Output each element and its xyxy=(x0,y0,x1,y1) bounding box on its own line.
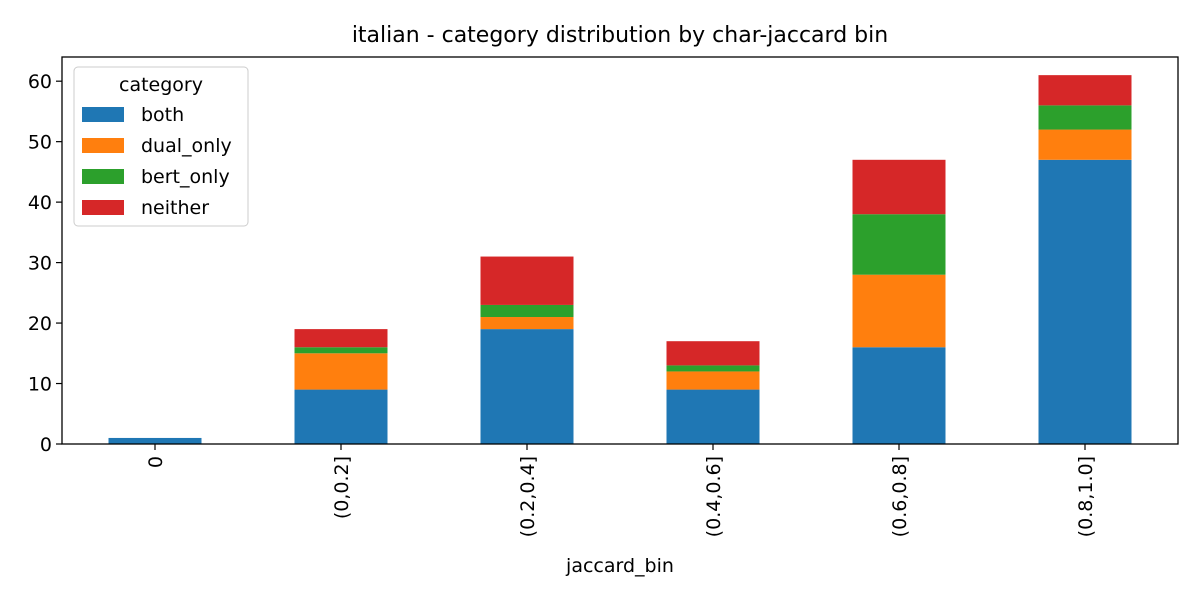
bar-segment xyxy=(108,437,202,444)
chart-title: italian - category distribution by char-… xyxy=(352,23,888,48)
x-tick-label: (0.6,0.8] xyxy=(889,456,911,537)
plot-frame xyxy=(61,56,1179,445)
bar-segment xyxy=(1038,129,1132,160)
legend-swatch xyxy=(82,200,124,215)
y-tick-label: 50 xyxy=(28,132,52,154)
bar-segment xyxy=(294,389,388,444)
y-tick-label: 10 xyxy=(28,374,52,396)
x-tick-label: (0,0.2] xyxy=(331,456,353,519)
bar-segment xyxy=(480,317,574,330)
legend-title: category xyxy=(119,74,203,96)
y-tick-label: 30 xyxy=(28,253,52,275)
x-axis: 0 (0,0.2] (0.2,0.4] (0.4,0.6] (0.6,0.8] (0.8,… xyxy=(145,444,1097,537)
x-axis-label: jaccard_bin xyxy=(565,555,674,577)
y-tick-label: 20 xyxy=(28,313,52,335)
y-tick-label: 60 xyxy=(28,71,52,93)
legend-label: both xyxy=(141,104,184,126)
bar-segment xyxy=(852,159,946,215)
bar-segment xyxy=(666,341,760,366)
bar-segment xyxy=(480,304,574,318)
bar-segment xyxy=(480,256,574,305)
bar-segment xyxy=(666,365,760,372)
bar-segment xyxy=(1038,159,1132,445)
bar-segment xyxy=(852,214,946,275)
legend-label: bert_only xyxy=(141,166,230,188)
x-tick-label: (0.4,0.6] xyxy=(703,456,725,537)
x-tick-label: 0 xyxy=(145,456,167,468)
y-tick-label: 0 xyxy=(40,434,52,456)
bar-segment xyxy=(1038,105,1132,130)
legend-label: dual_only xyxy=(141,135,232,157)
legend-box xyxy=(73,66,249,227)
y-axis: 0 10 20 30 40 50 60 xyxy=(28,71,62,456)
bar-segment xyxy=(852,347,946,444)
bar-segment xyxy=(294,347,388,354)
bar-segment xyxy=(480,329,574,444)
legend-label: neither xyxy=(141,197,209,219)
bar-segment xyxy=(852,274,946,348)
legend-swatch xyxy=(82,138,124,153)
bars-group xyxy=(108,75,1132,445)
x-tick-label: (0.8,1.0] xyxy=(1075,456,1097,537)
legend-swatch xyxy=(82,169,124,184)
y-tick-label: 40 xyxy=(28,192,52,214)
bar-segment xyxy=(1038,75,1132,106)
bar-segment xyxy=(294,353,388,390)
bar-segment xyxy=(666,371,760,390)
x-tick-label: (0.2,0.4] xyxy=(517,456,539,537)
legend-swatch xyxy=(82,107,124,122)
bar-segment xyxy=(666,389,760,444)
bar-segment xyxy=(294,329,388,348)
